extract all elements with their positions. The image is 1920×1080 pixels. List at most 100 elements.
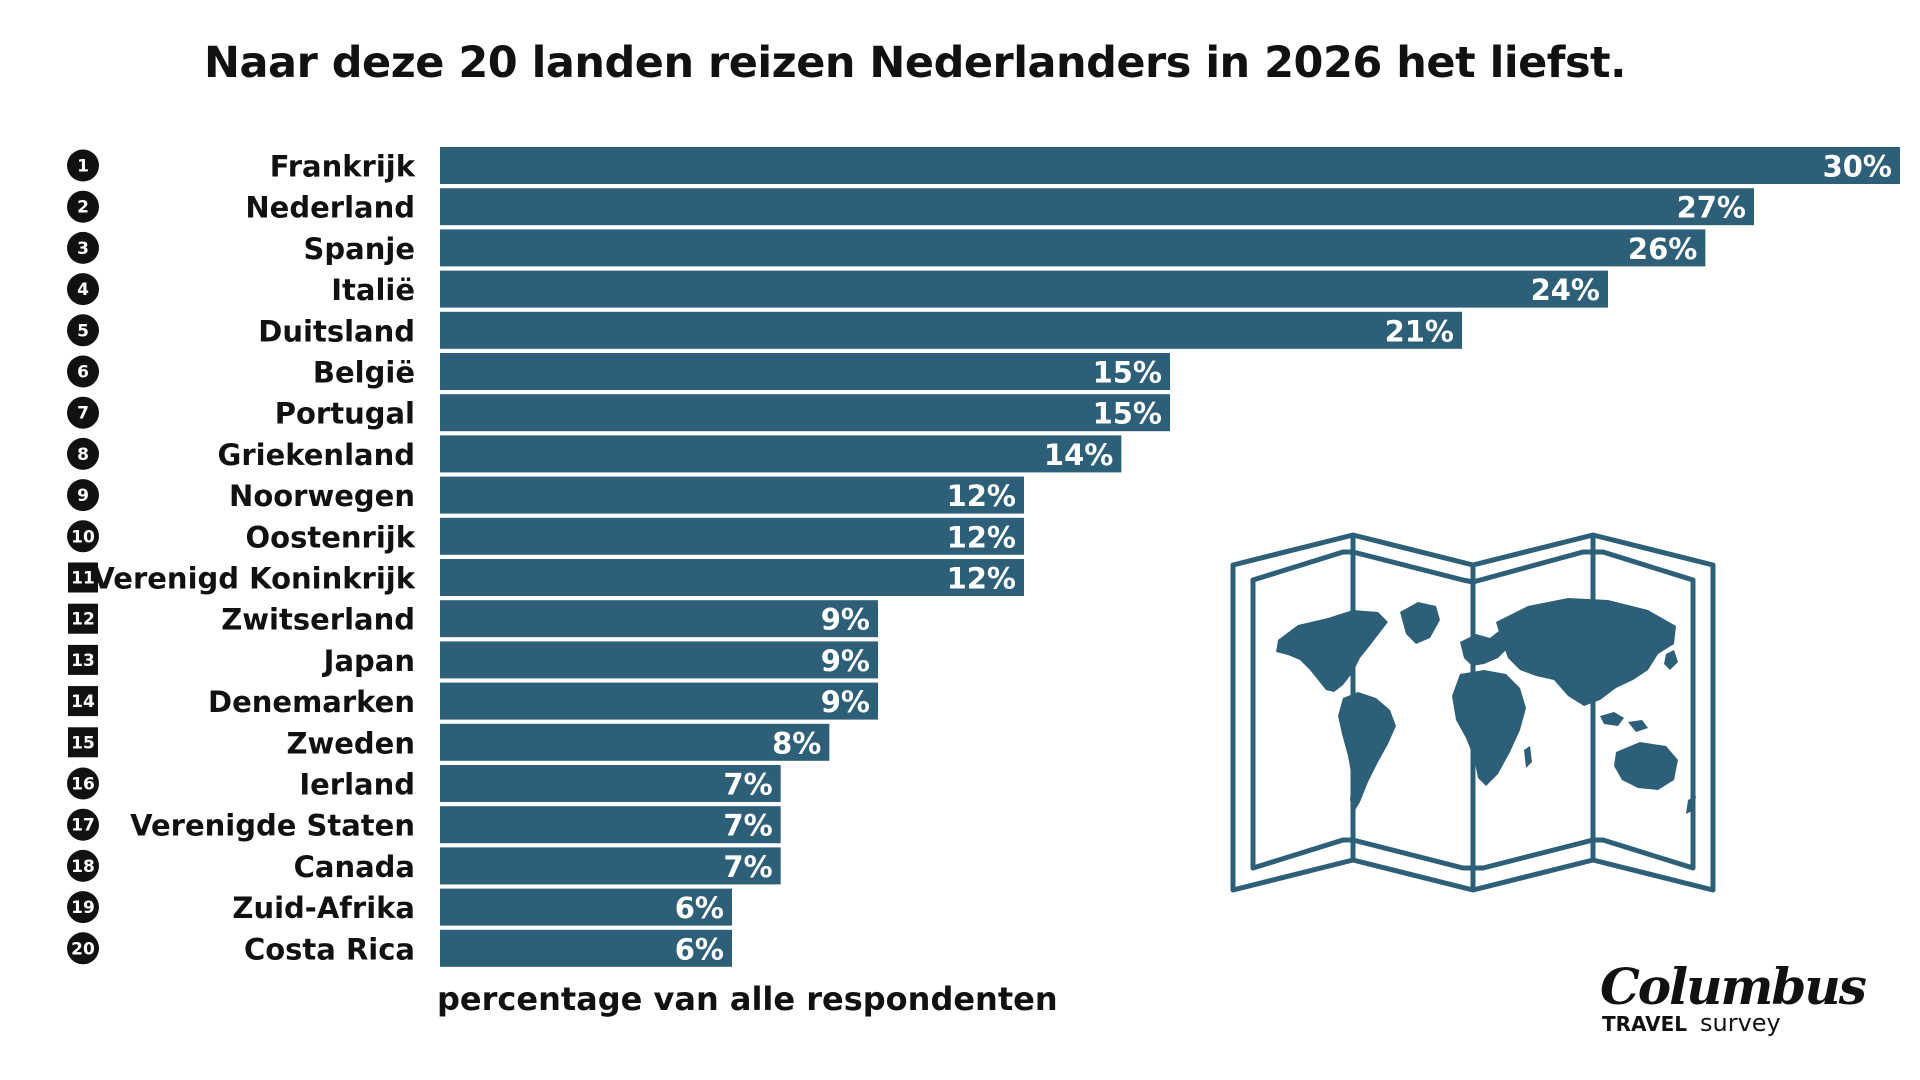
rank-number-13: 13 [71,651,95,671]
rank-badge-2 [67,190,99,223]
bar-10 [440,517,1024,555]
value-label-15: 8% [772,726,821,760]
rank-badge-14 [68,686,98,717]
category-label-13: Japan [322,644,415,678]
value-label-20: 6% [675,932,724,966]
value-label-9: 12% [947,479,1016,513]
logo-wordmark: Columbus [1600,957,1867,1016]
rank-number-3: 3 [77,239,89,259]
value-label-16: 7% [723,768,772,802]
rank-badge-8 [67,437,99,470]
category-label-12: Zwitserland [221,603,415,637]
columbus-logo: Columbus TRAVEL survey [1600,962,1867,1042]
category-label-2: Nederland [245,191,415,225]
category-label-3: Spanje [304,232,415,266]
bar-5 [440,311,1462,349]
chart-title: Naar deze 20 landen reizen Nederlanders … [204,38,1626,88]
rank-number-17: 17 [71,816,95,836]
rank-badge-3 [67,231,99,264]
bar-12 [440,600,878,638]
value-label-1: 30% [1823,150,1892,184]
value-label-4: 24% [1531,273,1600,307]
rank-number-7: 7 [77,404,89,424]
value-label-12: 9% [821,603,870,637]
value-labels: 30%27%26%24%21%15%15%14%12%12%12%9%9%9%8… [675,150,1892,967]
rank-badge-10 [67,520,99,553]
rank-number-14: 14 [71,692,95,712]
bar-8 [440,435,1122,473]
value-label-8: 14% [1044,438,1113,472]
category-label-19: Zuid-Afrika [232,891,415,925]
category-label-20: Costa Rica [244,932,415,966]
bar-17 [440,806,781,844]
bar-6 [440,353,1170,390]
rank-number-15: 15 [71,733,95,753]
rank-badge-7 [67,396,99,429]
bar-14 [440,682,878,720]
bar-16 [440,765,781,802]
value-label-3: 26% [1628,232,1697,266]
value-label-7: 15% [1093,397,1162,431]
rank-badge-15 [68,727,98,758]
category-label-7: Portugal [275,397,415,431]
value-label-10: 12% [947,520,1016,554]
rank-number-1: 1 [77,157,89,177]
rank-number-4: 4 [77,280,89,300]
category-label-1: Frankrijk [270,150,416,184]
bar-2 [440,188,1754,226]
bar-7 [440,394,1170,432]
value-label-13: 9% [821,644,870,678]
rank-number-19: 19 [71,898,95,918]
rank-badge-11 [68,562,98,593]
logo-travel-text: TRAVEL [1602,1012,1688,1036]
category-label-9: Noorwegen [229,479,415,513]
rank-number-18: 18 [71,857,95,877]
bar-4 [440,270,1608,308]
rank-badge-20 [67,932,99,965]
rank-badge-12 [68,603,98,634]
rank-badge-6 [67,355,99,388]
rank-badge-4 [67,273,99,306]
bar-13 [440,641,878,679]
value-label-14: 9% [821,685,870,719]
value-label-6: 15% [1093,356,1162,390]
rank-number-20: 20 [71,939,95,959]
category-label-17: Verenigde Staten [130,809,415,843]
category-label-10: Oostenrijk [246,520,416,554]
logo-survey-text: survey [1700,1009,1781,1037]
value-label-2: 27% [1677,191,1746,225]
rank-number-12: 12 [71,610,95,630]
rank-number-11: 11 [71,569,95,589]
category-label-15: Zweden [286,726,415,760]
rank-number-5: 5 [77,321,89,341]
value-label-11: 12% [947,562,1016,596]
rank-number-16: 16 [71,775,95,795]
value-label-18: 7% [723,850,772,884]
value-label-17: 7% [723,809,772,843]
category-label-18: Canada [294,850,415,884]
rank-badge-5 [67,314,99,347]
value-label-5: 21% [1385,314,1454,348]
bar-18 [440,847,781,885]
rank-badge-18 [67,849,99,882]
rank-badge-9 [67,479,99,512]
category-labels: Frankrijk Nederland Spanje Italië Duitsland B… [92,150,415,967]
rank-number-8: 8 [77,445,89,465]
x-axis-label: percentage van alle respondenten [437,980,1058,1018]
category-label-16: Ierland [299,768,415,802]
rank-number-2: 2 [77,198,89,218]
category-label-4: Italië [331,273,415,307]
bar-20 [440,929,732,967]
bars [440,147,1900,967]
rank-badge-19 [67,891,99,924]
category-label-14: Denemarken [208,685,415,719]
bar-9 [440,476,1024,514]
value-label-19: 6% [675,891,724,925]
rank-number-10: 10 [71,527,95,547]
category-label-5: Duitsland [258,314,415,348]
bar-19 [440,888,732,926]
bar-3 [440,229,1706,267]
category-label-11: Verenigd Koninkrijk [92,562,415,596]
